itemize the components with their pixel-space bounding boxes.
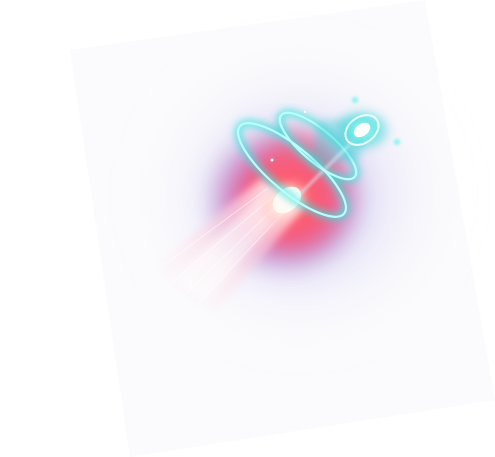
cannon-cap [332,108,392,152]
muzzle-flash [259,178,311,226]
spark-particles [270,97,400,162]
